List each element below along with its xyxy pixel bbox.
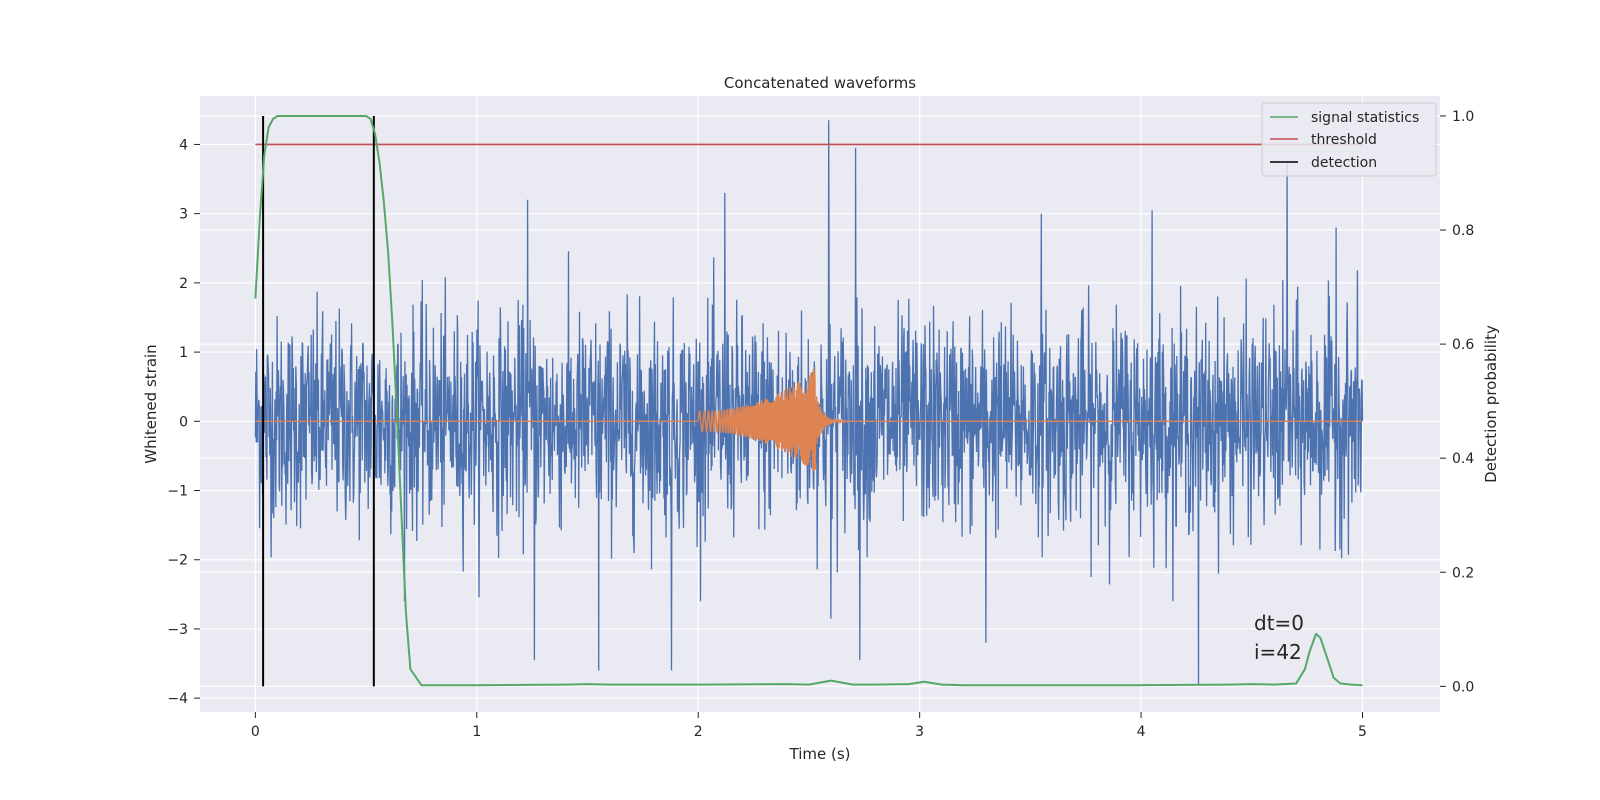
y-left-tick-label: 0 bbox=[179, 414, 188, 430]
legend-label-signal-statistics: signal statistics bbox=[1311, 110, 1419, 126]
y-axis-left: −4 −3 −2 −1 0 1 2 3 4 bbox=[167, 137, 200, 707]
legend: signal statistics threshold detection bbox=[1261, 102, 1437, 177]
x-tick-label: 4 bbox=[1137, 724, 1146, 740]
y-axis-right: 0.0 0.2 0.4 0.6 0.8 1.0 bbox=[1440, 109, 1474, 695]
y-right-tick-label: 0.6 bbox=[1452, 337, 1474, 353]
x-tick-label: 2 bbox=[694, 724, 703, 740]
series-signal-statistics bbox=[254, 115, 1363, 687]
y-right-tick-label: 1.0 bbox=[1452, 109, 1474, 125]
y-left-tick-label: 1 bbox=[179, 345, 188, 361]
annotation-index: i=42 bbox=[1254, 640, 1302, 664]
x-tick-label: 3 bbox=[915, 724, 924, 740]
y-left-tick-label: −1 bbox=[167, 484, 188, 500]
chart-title: Concatenated waveforms bbox=[724, 74, 916, 92]
x-tick-label: 0 bbox=[251, 724, 260, 740]
y-right-tick-label: 0.4 bbox=[1452, 451, 1474, 467]
x-axis: 0 1 2 3 4 5 bbox=[251, 712, 1367, 740]
y-right-tick-label: 0.2 bbox=[1452, 565, 1474, 581]
y-left-tick-label: 3 bbox=[179, 207, 188, 223]
x-axis-label: Time (s) bbox=[789, 745, 851, 763]
y-left-tick-label: −2 bbox=[167, 553, 188, 569]
series-injected-waveform bbox=[255, 369, 1363, 472]
legend-label-detection: detection bbox=[1311, 155, 1377, 171]
y-axis-right-label: Detection probability bbox=[1482, 325, 1500, 483]
y-right-tick-label: 0.8 bbox=[1452, 223, 1474, 239]
y-left-tick-label: 2 bbox=[179, 276, 188, 292]
legend-label-threshold: threshold bbox=[1311, 132, 1377, 148]
y-left-tick-label: −3 bbox=[167, 622, 188, 638]
y-left-tick-label: −4 bbox=[167, 691, 188, 707]
y-left-tick-label: 4 bbox=[179, 137, 188, 153]
y-right-tick-label: 0.0 bbox=[1452, 679, 1474, 695]
y-axis-left-label: Whitened strain bbox=[142, 344, 160, 463]
legend-box bbox=[1261, 102, 1437, 177]
annotation-dt: dt=0 bbox=[1254, 611, 1304, 635]
x-tick-label: 5 bbox=[1358, 724, 1367, 740]
x-tick-label: 1 bbox=[472, 724, 481, 740]
series-layer bbox=[254, 115, 1364, 687]
